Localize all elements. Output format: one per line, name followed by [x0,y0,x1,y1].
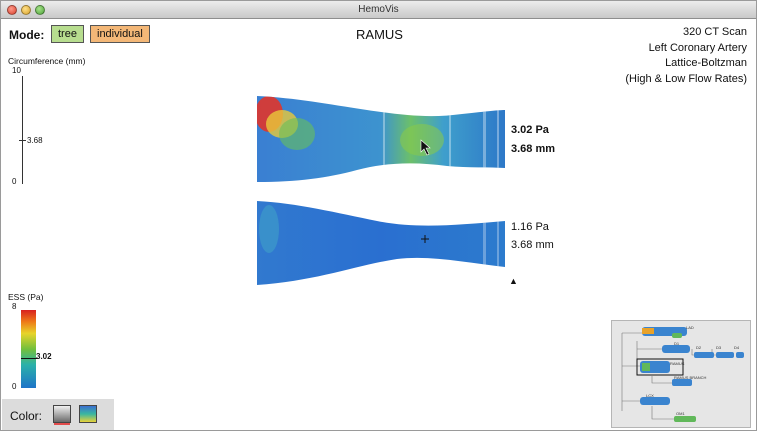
circumference-axis [22,76,23,184]
color-swatch-icon[interactable] [79,405,97,423]
scan-info-line: 320 CT Scan [682,26,747,38]
mode-tree-button[interactable]: tree [51,25,84,43]
mode-label: Mode: [9,28,45,42]
minimap-tree [621,327,744,422]
minimap-label: D2 [696,345,702,350]
scan-info-line: Left Coronary Artery [648,41,747,54]
vessel-render-high-flow[interactable] [257,94,505,184]
circumference-value: 3.68 [27,136,43,145]
vessel-title: RAMUS [356,27,403,42]
minimap-label: RAMUS [670,361,685,366]
ess-label: ESS (Pa) [8,292,44,302]
minimize-window-icon[interactable] [21,5,31,15]
minimap-label: D1 [674,341,680,346]
scan-info-line: Lattice-Boltzman [665,57,747,69]
top-circumference-readout: 3.68 mm [511,143,556,155]
minimap-label: D4 [734,345,740,350]
minimap-label: LCX [646,393,654,398]
minimap-label: D3 [716,345,722,350]
circumference-max: 10 [12,66,21,75]
ess-marker[interactable] [21,358,37,359]
grayscale-swatch-icon[interactable] [53,405,71,423]
circumference-marker[interactable] [19,140,26,141]
bottom-stress-readout: 1.16 Pa [511,221,549,233]
bottom-circumference-readout: 3.68 mm [511,239,554,251]
ess-max: 8 [12,302,17,311]
circumference-label: Circumference (mm) [8,56,86,66]
scan-info: 320 CT Scan Left Coronary Artery Lattice… [625,25,747,87]
zoom-window-icon[interactable] [35,5,45,15]
minimap-label: OM1 [676,411,685,416]
cursor-arrow-icon [420,139,431,156]
color-label: Color: [10,409,43,423]
crosshair-icon [421,235,429,243]
tree-minimap[interactable]: LAD D1 D2 D3 D4 RAMUS RAMUS BRANCH LCX O… [611,320,751,428]
circumference-min: 0 [12,177,17,186]
close-window-icon[interactable] [7,5,17,15]
ess-value: 3.02 [36,352,52,361]
mode-individual-button[interactable]: individual [90,25,150,43]
vessel-render-low-flow[interactable] [257,199,505,285]
minimap-label: RAMUS BRANCH [674,375,707,380]
triangle-marker-icon[interactable]: ▲ [509,276,518,286]
ess-colorbar [21,310,36,388]
top-stress-readout: 3.02 Pa [511,124,549,136]
minimap-label: LAD [686,325,694,330]
window-title: HemoVis [358,4,399,15]
scan-info-line: (High & Low Flow Rates) [625,72,747,85]
title-bar: HemoVis [1,1,756,19]
ess-min: 0 [12,382,17,391]
